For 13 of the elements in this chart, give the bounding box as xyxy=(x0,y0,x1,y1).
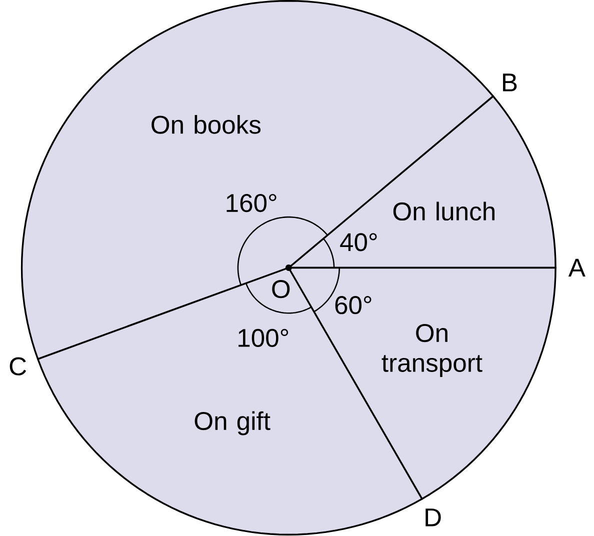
slice-label: On transport xyxy=(382,324,482,378)
data-label: 160° xyxy=(226,194,276,212)
text: C xyxy=(10,358,26,376)
data-label: 100° xyxy=(238,329,288,348)
text: B xyxy=(503,74,517,92)
text: O xyxy=(272,280,290,298)
text: D xyxy=(426,508,441,526)
data-label: 40° xyxy=(340,233,377,252)
data-label: 60° xyxy=(335,296,372,314)
slice-label: On books xyxy=(152,115,261,134)
text: A xyxy=(568,259,586,277)
slice-label: On lunch xyxy=(393,202,494,221)
slice-label: On gift xyxy=(194,412,270,436)
